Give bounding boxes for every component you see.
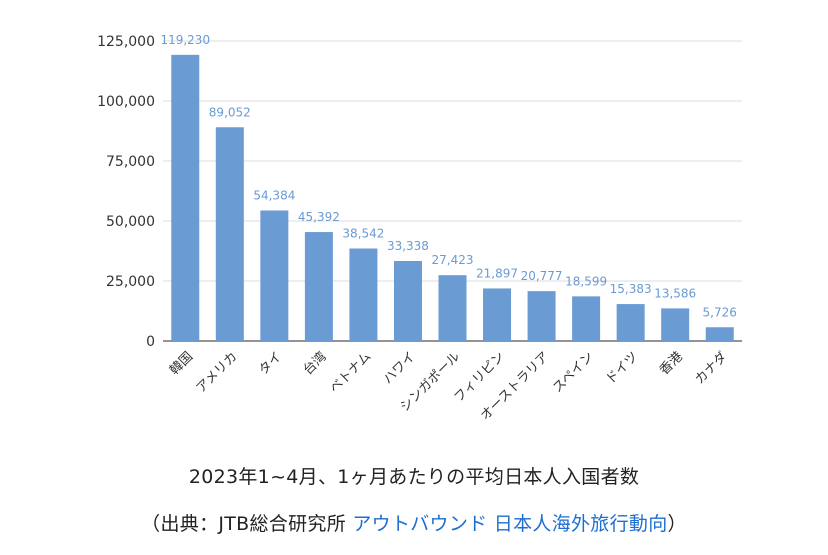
y-axis-ticks: 0 25,000 50,000 75,000 100,000 125,000 [97,34,155,350]
bar [349,248,378,341]
x-tick-label: スペイン [550,349,597,396]
x-axis-labels: 韓国アメリカ タイ 台湾ベトナム ハワイシンガポールフィリピンオーストラリアスペインド… [167,349,730,424]
grid-lines [163,40,742,342]
value-label: 33,338 [387,239,429,253]
x-tick-label: ベトナム [327,349,374,396]
bar [438,275,467,341]
bar [215,127,244,341]
bar [393,260,422,341]
value-label: 20,777 [521,269,563,283]
bar [483,288,512,341]
value-label: 18,599 [565,274,607,288]
bar [260,210,289,341]
bar [616,304,645,341]
bar [304,232,333,341]
source-suffix: ） [667,513,687,535]
value-label: 38,542 [342,226,384,240]
y-tick-label: 75,000 [106,154,155,170]
bar [572,296,601,341]
x-tick-label: カナダ [692,349,730,387]
bar [527,291,556,341]
value-label: 5,726 [703,305,737,319]
bar-chart: 0 25,000 50,000 75,000 100,000 125,000 119,23… [97,33,742,424]
value-label: 15,383 [610,282,652,296]
y-tick-label: 100,000 [97,94,155,110]
chart-area: 0 25,000 50,000 75,000 100,000 125,000 119,23… [97,33,742,424]
bars [171,54,734,342]
value-label: 89,052 [209,105,251,119]
x-tick-label: ドイツ [603,349,641,387]
x-tick-label: アメリカ [194,349,241,396]
source-link[interactable]: アウトバウンド 日本人海外旅行動向 [352,513,668,535]
y-tick-label: 50,000 [106,214,155,230]
bar [705,327,734,341]
x-tick-label: ハワイ [381,349,419,387]
x-tick-label: 韓国 [167,349,196,378]
value-label: 45,392 [298,210,340,224]
value-label: 13,586 [654,286,696,300]
value-label: 27,423 [432,253,474,267]
bar [171,54,200,342]
bar [661,308,690,341]
y-tick-label: 125,000 [97,34,155,50]
source-prefix: （出典：JTB総合研究所 [141,513,353,535]
x-tick-label: タイ [256,349,285,378]
caption-title: 2023年1~4月、1ヶ月あたりの平均日本人入国者数 [188,466,640,488]
y-tick-label: 25,000 [106,274,155,290]
value-label: 119,230 [160,33,210,47]
value-label: 21,897 [476,266,518,280]
y-tick-label: 0 [146,334,155,350]
value-labels: 119,230 89,052 54,38445,39238,54233,33827,… [160,33,736,319]
x-tick-label: 台湾 [300,349,330,379]
caption-source: （出典：JTB総合研究所 アウトバウンド 日本人海外旅行動向） [0,509,828,536]
value-label: 54,384 [253,188,295,202]
x-tick-label: 香港 [657,349,686,378]
